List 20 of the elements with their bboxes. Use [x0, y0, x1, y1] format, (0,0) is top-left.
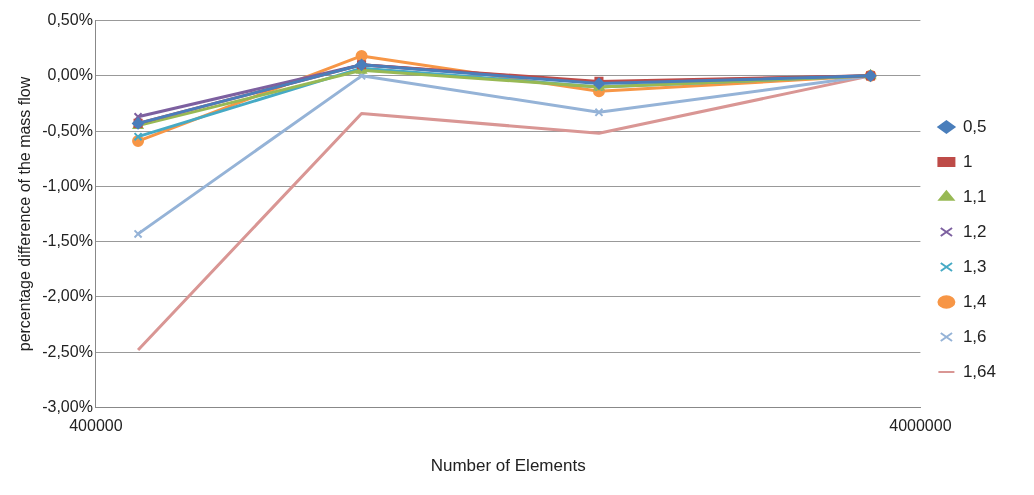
y-tick-label: -3,00%: [42, 397, 93, 415]
y-tick-label: -2,50%: [42, 342, 93, 360]
legend-label: 1,6: [962, 326, 987, 346]
y-tick-label: 0,00%: [47, 66, 93, 84]
y-tick-label: -2,00%: [42, 287, 93, 305]
legend-label: 1,4: [962, 291, 987, 311]
x-tick-label: 4000000: [889, 417, 952, 435]
legend-label: 0,5: [962, 116, 987, 136]
y-axis-title: percentage difference of the mass flow: [16, 76, 34, 352]
y-tick-label: -0,50%: [42, 121, 93, 139]
y-tick-label: -1,50%: [42, 232, 93, 250]
legend-label: 1,64: [962, 361, 997, 381]
legend-label: 1,3: [962, 256, 987, 276]
x-axis-title: Number of Elements: [430, 456, 586, 476]
legend-label: 1,2: [962, 221, 987, 241]
y-tick-label: 0,50%: [47, 11, 93, 29]
y-tick-label: -1,00%: [42, 176, 93, 194]
x-tick-label: 400000: [69, 417, 123, 435]
legend-label: 1,1: [962, 186, 987, 206]
legend-label: 1: [962, 151, 973, 171]
